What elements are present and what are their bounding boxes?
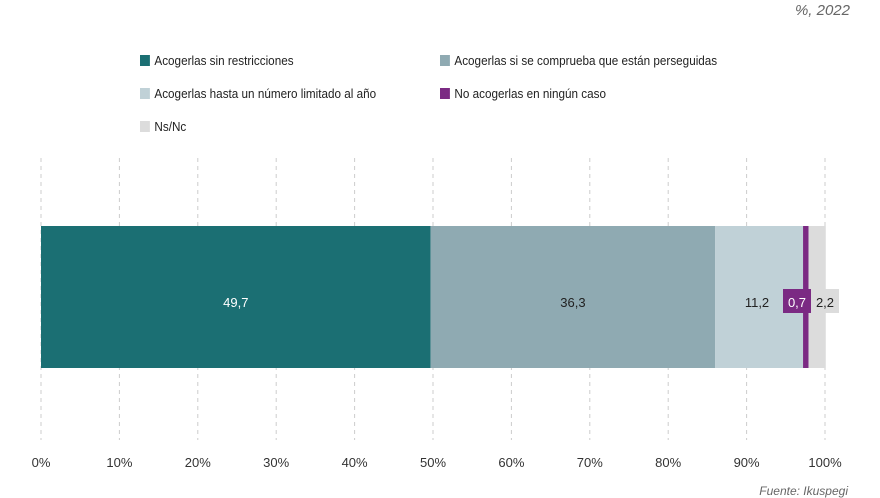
x-tick-label: 0%	[32, 455, 51, 470]
legend-label: Acogerlas si se comprueba que están pers…	[454, 53, 718, 68]
legend-label: Acogerlas hasta un número limitado al añ…	[154, 86, 377, 101]
legend-label: Ns/Nc	[154, 119, 187, 134]
legend-swatch	[440, 55, 450, 66]
data-label: 11,2	[745, 295, 769, 310]
x-tick-label: 60%	[498, 455, 524, 470]
legend-swatch	[140, 55, 150, 66]
legend-item: Acogerlas hasta un número limitado al añ…	[140, 86, 376, 101]
legend-item: Acogerlas si se comprueba que están pers…	[440, 53, 717, 68]
legend-item: Acogerlas sin restricciones	[140, 53, 294, 68]
data-label: 36,3	[560, 295, 585, 310]
x-tick-label: 80%	[655, 455, 681, 470]
legend-item: No acogerlas en ningún caso	[440, 86, 606, 101]
data-label: 49,7	[223, 295, 248, 310]
chart-subtitle: %, 2022	[794, 2, 850, 19]
data-label: 2,2	[816, 295, 834, 310]
legend-item: Ns/Nc	[140, 119, 186, 134]
legend-swatch	[440, 88, 450, 99]
x-tick-label: 50%	[420, 455, 446, 470]
x-tick-label: 30%	[263, 455, 289, 470]
legend-swatch	[140, 88, 150, 99]
data-label: 0,7	[788, 295, 806, 310]
x-tick-label: 20%	[185, 455, 211, 470]
data-label-box	[783, 289, 811, 313]
x-tick-label: 70%	[577, 455, 603, 470]
x-tick-label: 40%	[342, 455, 368, 470]
source-note: Fuente: Ikuspegi	[759, 484, 848, 498]
legend-label: Acogerlas sin restricciones	[154, 53, 294, 68]
legend-label: No acogerlas en ningún caso	[454, 86, 606, 101]
bar-segment	[41, 226, 431, 368]
data-label-box	[811, 289, 839, 313]
x-tick-label: 100%	[808, 455, 842, 470]
legend-swatch	[140, 121, 150, 132]
x-tick-label: 10%	[106, 455, 132, 470]
x-tick-label: 90%	[734, 455, 760, 470]
bar-segment	[430, 226, 716, 368]
